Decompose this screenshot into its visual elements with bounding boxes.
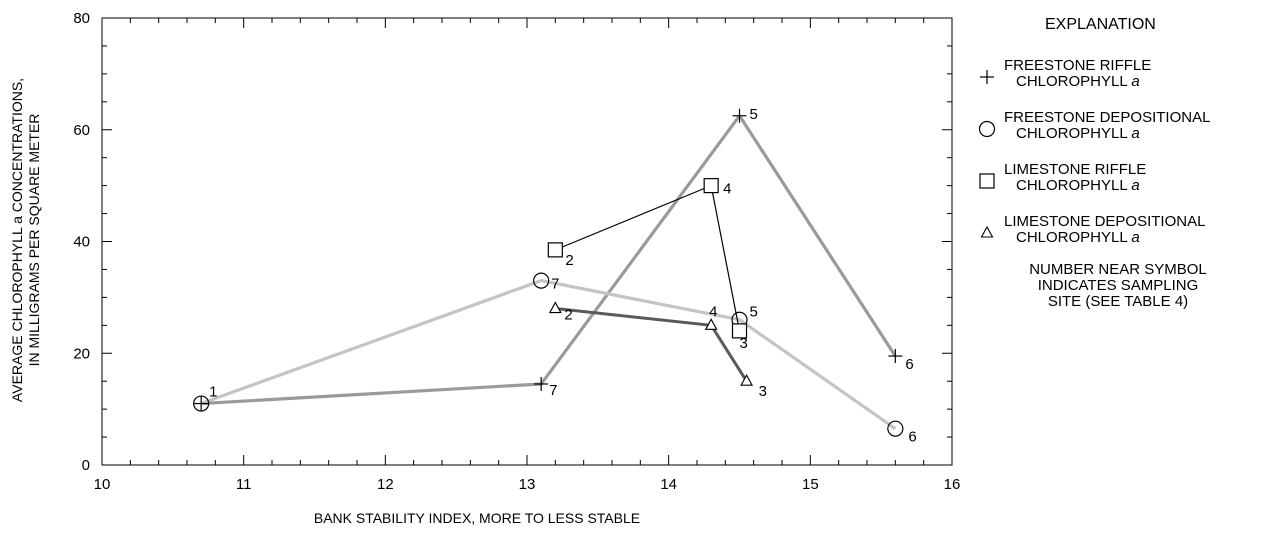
site-labels: 1 7 5 6 7 5 6 2 4 3 2 4 3	[209, 106, 917, 446]
x-tick-label: 14	[660, 476, 677, 493]
legend-entry-circle: FREESTONE DEPOSITIONAL CHLOROPHYLL a	[970, 110, 1265, 154]
series-line-plus	[201, 114, 897, 406]
site-number-label: 1	[209, 384, 217, 401]
legend-entry-line-2-text: CHLOROPHYLL	[1016, 177, 1132, 194]
square-point	[703, 178, 719, 194]
series-line-triangle	[555, 307, 748, 382]
triangle-legend-marker	[980, 225, 994, 238]
legend-entry-italic-a: a	[1131, 125, 1140, 142]
plus-point	[888, 349, 903, 364]
triangle-point	[548, 301, 562, 314]
circle-point	[193, 395, 210, 412]
site-number-label: 5	[750, 106, 758, 123]
circle-point	[887, 420, 904, 437]
site-number-label: 3	[740, 335, 748, 352]
legend-entry-line-2-text: CHLOROPHYLL	[1016, 229, 1132, 246]
x-axis-title: BANK STABILITY INDEX, MORE TO LESS STABL…	[314, 510, 640, 526]
site-number-label: 6	[905, 356, 913, 373]
site-number-label: 2	[565, 252, 573, 269]
legend-title: EXPLANATION	[1045, 16, 1156, 33]
y-tick-label: 40	[73, 234, 90, 251]
circle-icon	[978, 120, 996, 138]
y-axis-title: AVERAGE CHLOROPHYLL a CONCENTRATIONS, IN…	[9, 78, 42, 402]
y-tick-label: 60	[73, 122, 90, 139]
legend-entry-label: FREESTONE RIFFLE CHLOROPHYLL a	[1004, 58, 1151, 90]
legend-entry-line-1: FREESTONE RIFFLE	[1004, 57, 1152, 74]
site-number-label: 4	[723, 181, 731, 198]
legend-entry-italic-a: a	[1131, 229, 1140, 246]
circle-legend-marker	[978, 120, 996, 138]
legend-entry-italic-a: a	[1131, 73, 1140, 90]
series-line-circle	[200, 279, 897, 430]
legend-entry-label: LIMESTONE DEPOSITIONAL CHLOROPHYLL a	[1004, 214, 1205, 246]
circle-point	[533, 272, 550, 289]
legend-entry-line-2: CHLOROPHYLL a	[1004, 74, 1151, 90]
legend-entry-line-2-text: CHLOROPHYLL	[1016, 125, 1132, 142]
legend-entry-line-2: CHLOROPHYLL a	[1004, 178, 1146, 194]
square-point	[547, 242, 563, 258]
plus-point	[732, 108, 747, 123]
x-tick-label: 13	[519, 476, 536, 493]
x-tick-label: 15	[802, 476, 819, 493]
y-axis-title-line-2: IN MILLIGRAMS PER SQUARE METER	[26, 114, 42, 367]
legend-entry-italic-a: a	[1131, 177, 1140, 194]
legend-entry-line-2: CHLOROPHYLL a	[1004, 126, 1210, 142]
x-tick-label: 10	[94, 476, 111, 493]
site-number-label: 4	[709, 303, 717, 320]
legend-note-line-3: SITE (SEE TABLE 4)	[1047, 293, 1189, 310]
square-legend-marker	[979, 173, 995, 189]
legend-entry-line-1: LIMESTONE RIFFLE	[1004, 161, 1147, 178]
triangle-point	[740, 374, 754, 386]
site-number-label: 7	[549, 382, 557, 399]
plus-point	[194, 396, 209, 411]
legend-entry-line-1: LIMESTONE DEPOSITIONAL	[1004, 213, 1206, 230]
x-tick-label: 11	[236, 476, 252, 493]
legend-entry-line-2-text: CHLOROPHYLL	[1016, 73, 1132, 90]
legend-entry-triangle: LIMESTONE DEPOSITIONAL CHLOROPHYLL a	[970, 214, 1265, 258]
plot-frame	[101, 17, 953, 466]
site-number-label: 5	[750, 304, 758, 321]
plus-legend-marker	[980, 70, 994, 84]
legend: EXPLANATION FREESTONE RIFFLE CHLOROPHYLL …	[970, 8, 1265, 338]
series-markers	[193, 108, 904, 437]
site-number-label: 6	[908, 429, 916, 446]
legend-entry-line-2: CHLOROPHYLL a	[1004, 230, 1205, 246]
y-axis-title-line-1: AVERAGE CHLOROPHYLL a CONCENTRATIONS,	[9, 78, 25, 402]
y-tick-label: 20	[73, 345, 90, 362]
x-tick-label: 16	[944, 476, 961, 493]
triangle-point	[704, 318, 718, 330]
site-number-label: 3	[759, 383, 767, 400]
legend-entry-square: LIMESTONE RIFFLE CHLOROPHYLL a	[970, 162, 1265, 206]
legend-entry-label: LIMESTONE RIFFLE CHLOROPHYLL a	[1004, 162, 1146, 194]
plus-point	[534, 376, 549, 391]
square-icon	[979, 173, 995, 189]
legend-entry-label: FREESTONE DEPOSITIONAL CHLOROPHYLL a	[1004, 110, 1210, 142]
site-number-label: 2	[564, 307, 572, 324]
plus-icon	[980, 70, 994, 84]
x-tick-label: 12	[377, 476, 394, 493]
legend-entry-line-1: FREESTONE DEPOSITIONAL	[1004, 109, 1211, 126]
y-tick-label: 0	[82, 457, 90, 474]
square-point	[731, 323, 748, 339]
legend-note-line-1: NUMBER NEAR SYMBOL	[1029, 261, 1207, 278]
legend-note: NUMBER NEAR SYMBOL INDICATES SAMPLING SI…	[1003, 262, 1233, 310]
legend-note-line-2: INDICATES SAMPLING	[1037, 277, 1199, 294]
y-tick-label: 80	[73, 10, 90, 27]
site-number-label: 7	[551, 276, 559, 293]
triangle-icon	[980, 225, 994, 238]
legend-entry-plus: FREESTONE RIFFLE CHLOROPHYLL a	[970, 58, 1265, 102]
